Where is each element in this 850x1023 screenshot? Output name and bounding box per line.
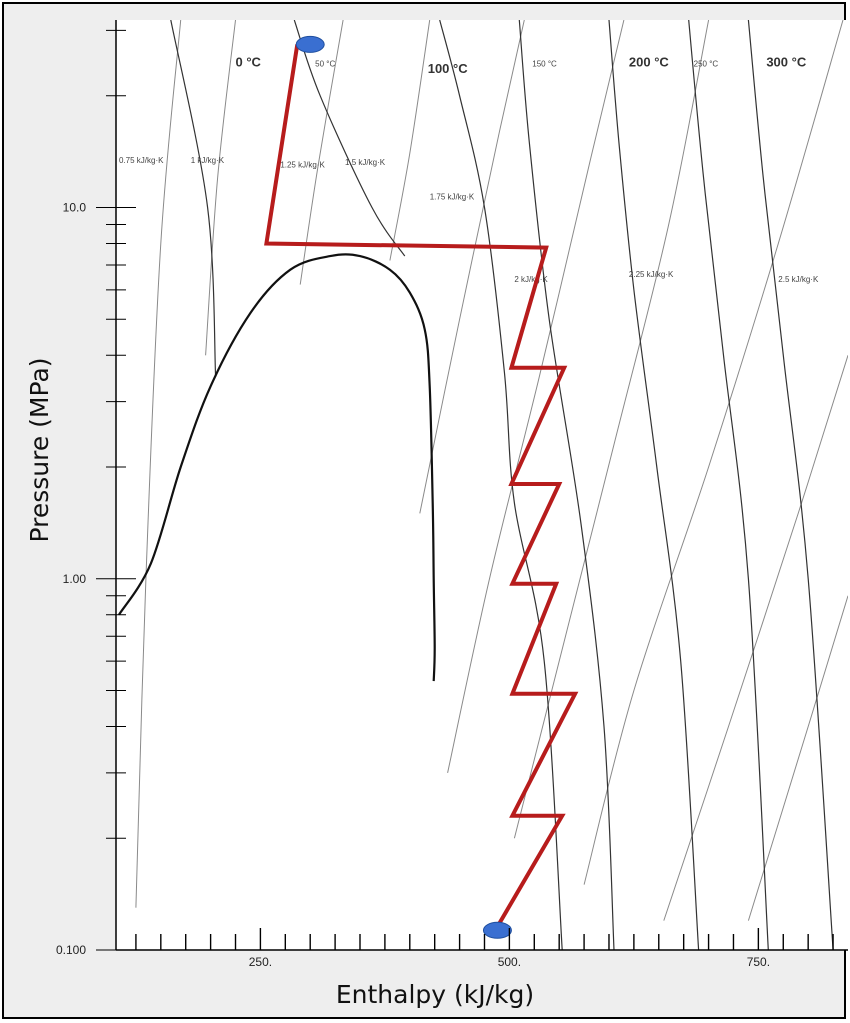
isentrope-label: 1.5 kJ/kg·K bbox=[345, 158, 386, 167]
isotherm-label: 0 °C bbox=[236, 54, 262, 69]
isoline-layer: 0.75 kJ/kg·K 1 kJ/kg·K 1.25 kJ/kg·K 1.5 kJ/… bbox=[119, 20, 848, 950]
isotherm-label: 100 °C bbox=[428, 61, 469, 76]
isentrope-label: 0.75 kJ/kg·K bbox=[119, 156, 164, 165]
y-axis-title: Pressure (MPa) bbox=[25, 357, 54, 542]
isotherm-label: 50 °C bbox=[315, 59, 335, 68]
isentrope-label: 2.5 kJ/kg·K bbox=[778, 275, 819, 284]
isotherm-line bbox=[170, 20, 217, 377]
isentrope-line bbox=[419, 20, 525, 514]
process-path-layer bbox=[264, 35, 579, 939]
isentrope-line bbox=[389, 20, 431, 261]
y-tick-label: 1.00 bbox=[63, 572, 87, 586]
x-tick-label: 750. bbox=[747, 955, 770, 969]
saturation-dome-curve bbox=[118, 253, 436, 682]
isotherm-line bbox=[518, 20, 615, 950]
x-tick-label: 500. bbox=[498, 955, 521, 969]
isentrope-label: 1.75 kJ/kg·K bbox=[430, 193, 475, 202]
saturation-dome-layer bbox=[118, 253, 436, 682]
x-tick-label: 250. bbox=[249, 955, 272, 969]
isentrope-line bbox=[299, 20, 344, 285]
process-path-line bbox=[264, 44, 579, 925]
isentrope-label: 1.25 kJ/kg·K bbox=[280, 161, 325, 170]
isotherm-label: 250 °C bbox=[694, 59, 719, 68]
process-endpoint-marker bbox=[482, 921, 512, 939]
y-tick-label: 10.0 bbox=[63, 201, 87, 215]
y-tick-label: 0.100 bbox=[56, 943, 86, 957]
isentrope-label: 1 kJ/kg·K bbox=[191, 156, 225, 165]
plot-area bbox=[116, 20, 848, 950]
isotherm-label: 300 °C bbox=[766, 54, 807, 69]
isotherm-line bbox=[293, 20, 406, 257]
isentrope-label: 2.25 kJ/kg·K bbox=[629, 270, 674, 279]
isentrope-line bbox=[447, 20, 625, 774]
isotherm-line bbox=[439, 20, 563, 950]
isentrope-line bbox=[135, 20, 182, 908]
isentrope-line bbox=[205, 20, 236, 356]
isotherm-line bbox=[688, 20, 769, 950]
isentrope-line bbox=[663, 355, 848, 921]
process-endpoint-marker bbox=[295, 35, 325, 53]
x-axis-title: Enthalpy (kJ/kg) bbox=[336, 980, 534, 1009]
isentrope-line bbox=[747, 595, 848, 921]
isotherm-line bbox=[608, 20, 700, 950]
axis-layer: 0.100 1.00 10.0 250. 500. 750. bbox=[56, 20, 848, 969]
isotherm-label: 200 °C bbox=[629, 54, 670, 69]
isentrope-line bbox=[583, 20, 844, 885]
isotherm-label: 150 °C bbox=[532, 59, 557, 68]
isentrope-label: 2 kJ/kg·K bbox=[514, 275, 548, 284]
isentrope-line bbox=[513, 20, 710, 839]
isotherm-line bbox=[747, 20, 834, 950]
